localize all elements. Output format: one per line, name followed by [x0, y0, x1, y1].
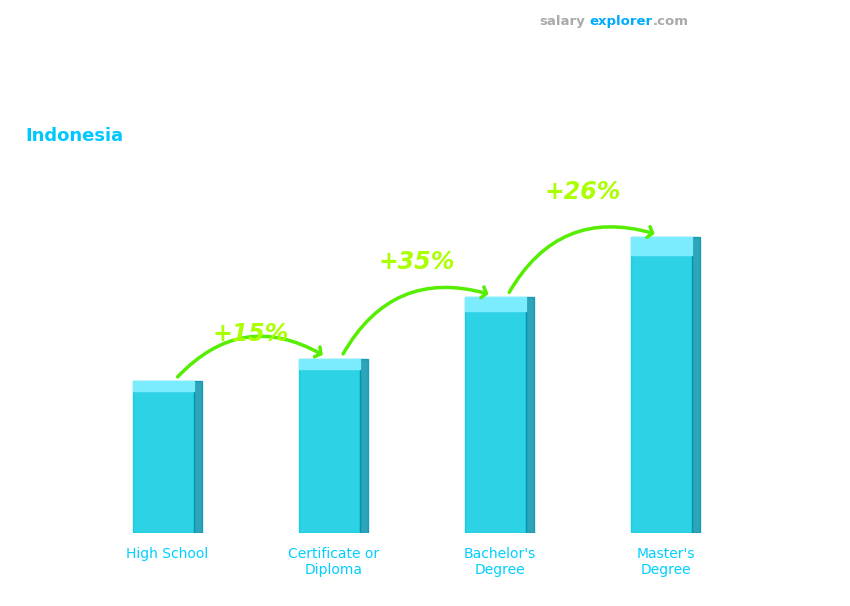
Bar [465, 298, 526, 533]
Text: salary: salary [540, 15, 586, 28]
Text: Corporate Treasurer: Corporate Treasurer [26, 79, 220, 98]
Bar [360, 359, 368, 533]
Bar [631, 237, 692, 533]
Text: explorer: explorer [589, 15, 652, 28]
Text: +15%: +15% [212, 322, 289, 345]
Bar [298, 359, 360, 533]
Bar [465, 298, 526, 311]
Text: 12,100,000 IDR: 12,100,000 IDR [117, 365, 209, 378]
Bar [631, 237, 692, 255]
Text: +26%: +26% [544, 180, 620, 204]
Bar [194, 381, 202, 533]
Bar [526, 298, 535, 533]
Text: 13,900,000 IDR: 13,900,000 IDR [309, 342, 400, 355]
Text: Indonesia: Indonesia [26, 127, 123, 145]
Bar [692, 237, 700, 533]
Bar [680, 58, 790, 88]
Text: +35%: +35% [378, 250, 455, 274]
Bar [133, 381, 194, 390]
Text: Salary Comparison By Education: Salary Comparison By Education [26, 12, 558, 40]
Text: 23,600,000 IDR: 23,600,000 IDR [674, 220, 765, 233]
Bar [298, 359, 360, 369]
Text: .com: .com [653, 15, 689, 28]
Text: Average Monthly Salary: Average Monthly Salary [791, 296, 802, 419]
Bar [133, 381, 194, 533]
Text: 18,800,000 IDR: 18,800,000 IDR [491, 281, 582, 293]
